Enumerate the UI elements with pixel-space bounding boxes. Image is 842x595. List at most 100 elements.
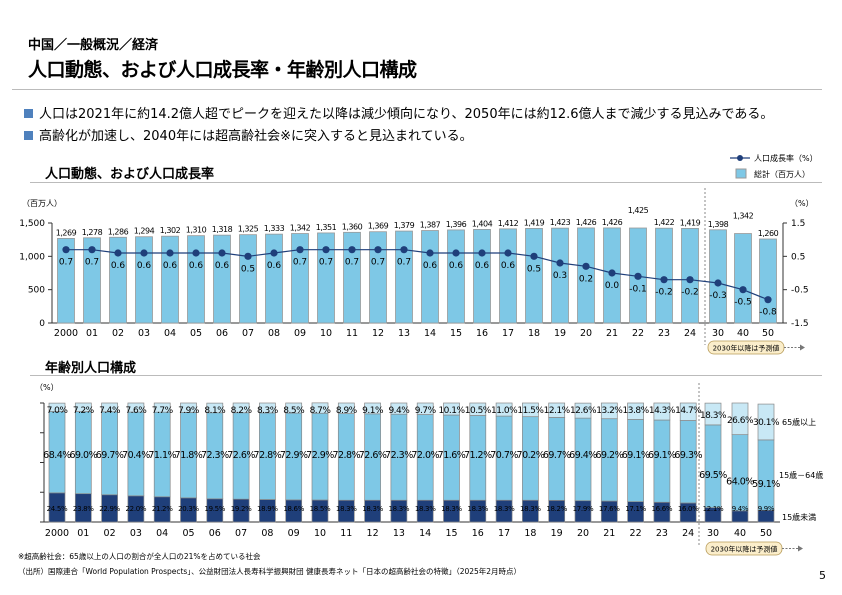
x-tick-label: 40	[737, 328, 749, 339]
label-15-64: 71.1%	[148, 450, 176, 461]
label-15-64: 72.8%	[332, 450, 360, 461]
bar-segment-65plus	[443, 402, 460, 416]
bullet-item: 人口は2021年に約14.2億人超でピークを迎えた以降は減少傾向になり、2050…	[24, 103, 773, 122]
x-tick-label: 20	[577, 528, 589, 539]
x-tick-label: 24	[682, 528, 694, 539]
bar-value-label: 1,325	[238, 225, 259, 234]
x-tick-label: 02	[112, 328, 124, 339]
x-tick-label: 40	[734, 528, 746, 539]
label-65plus: 14.7%	[675, 406, 702, 416]
divider	[12, 89, 822, 90]
growth-rate-point	[739, 286, 747, 294]
label-65plus: 30.1%	[753, 418, 780, 428]
source-note: （出所）国際連合「World Population Prospects」、公益財…	[18, 567, 522, 576]
bar-segment-65plus	[206, 402, 224, 414]
bar-value-label: 1,423	[550, 218, 571, 227]
label-under15: 18.5%	[310, 505, 331, 513]
label-under15: 18.3%	[415, 505, 436, 513]
label-15-64: 71.8%	[175, 450, 203, 461]
label-under15: 12.1%	[703, 505, 724, 513]
growth-rate-label: 0.7	[59, 258, 73, 268]
label-65plus: 14.3%	[649, 406, 676, 416]
label-under15: 21.2%	[152, 505, 173, 513]
forecast-label: 2030年以降は予測値	[711, 545, 778, 554]
y-tick-label-right: -1.5	[791, 319, 809, 329]
label-65plus: 7.4%	[99, 406, 121, 416]
divider	[30, 375, 822, 376]
x-tick-label: 30	[707, 528, 719, 539]
bar-value-label: 1,278	[82, 228, 103, 237]
label-65plus: 13.8%	[623, 406, 650, 416]
bar-total	[291, 233, 309, 324]
y-tick-label-left: 1,500	[19, 219, 45, 229]
bar-total	[681, 227, 699, 324]
bar-value-label: 1,404	[472, 219, 493, 228]
bar-segment-15-64	[757, 439, 775, 511]
bar-segment-65plus	[548, 402, 566, 418]
label-under15: 23.8%	[73, 505, 94, 513]
bar-value-label: 1,419	[680, 218, 701, 227]
bar-total	[369, 231, 387, 324]
bullet-text: 高齢化が加速し、2040年には超高齢社会※に突入すると見込まれている。	[39, 129, 473, 144]
bar-segment-65plus	[337, 402, 355, 414]
bar-total	[655, 227, 673, 324]
growth-rate-label: 0.7	[371, 258, 385, 268]
label-15-64: 64.0%	[726, 477, 754, 488]
x-tick-label: 07	[242, 328, 254, 339]
growth-rate-label: -0.1	[629, 284, 647, 294]
x-tick-label: 09	[294, 328, 306, 339]
x-tick-label: 10	[314, 528, 326, 539]
label-under15: 18.3%	[389, 505, 410, 513]
breadcrumb: 中国／一般概況／経済	[28, 38, 159, 53]
growth-rate-label: 0.7	[397, 258, 411, 268]
y-tick-label-left: 0	[39, 319, 45, 329]
growth-rate-label: 0.6	[449, 261, 464, 271]
growth-rate-point	[504, 249, 512, 257]
label-65plus: 7.7%	[152, 406, 174, 416]
y-axis-label-left: （百万人）	[22, 199, 62, 208]
label-65plus: 9.4%	[388, 406, 410, 416]
x-tick-label: 23	[656, 528, 668, 539]
growth-rate-label: 0.6	[475, 261, 490, 271]
x-tick-label: 08	[268, 328, 280, 339]
y-tick-label-left: 1,000	[19, 252, 45, 262]
label-under15: 19.2%	[231, 505, 252, 513]
bar-total	[395, 230, 413, 324]
label-65plus: 7.6%	[125, 406, 147, 416]
bar-total	[473, 228, 491, 324]
x-tick-label: 13	[393, 528, 405, 539]
bar-segment-15-64	[653, 419, 671, 503]
x-tick-label: 14	[424, 328, 436, 339]
x-tick-label: 30	[712, 328, 724, 339]
bar-value-label: 1,379	[394, 221, 415, 230]
growth-rate-point	[348, 246, 356, 254]
bar-value-label: 1,422	[654, 218, 675, 227]
label-under15: 17.9%	[573, 505, 594, 513]
label-65plus: 13.2%	[596, 406, 623, 416]
forecast-arrow-icon	[798, 545, 803, 552]
label-65plus: 18.3%	[700, 411, 727, 421]
label-65plus: 26.6%	[727, 416, 754, 426]
forecast-arrow-icon	[800, 344, 805, 351]
bar-segment-65plus	[74, 402, 92, 412]
bar-value-label: 1,342	[290, 224, 311, 233]
growth-rate-point	[634, 272, 642, 280]
label-65plus: 10.5%	[465, 406, 492, 416]
growth-rate-label: 0.6	[215, 261, 230, 271]
label-under15: 20.3%	[178, 505, 199, 513]
bullet-text: 人口は2021年に約14.2億人超でピークを迎えた以降は減少傾向になり、2050…	[39, 107, 774, 122]
x-tick-label: 50	[762, 328, 774, 339]
bar-value-label: 1,294	[134, 227, 155, 236]
label-15-64: 72.0%	[411, 450, 439, 461]
label-15-64: 69.0%	[69, 450, 97, 461]
legend-label-growth: 人口成長率（%）	[754, 153, 818, 163]
label-under15: 18.3%	[362, 505, 383, 513]
bar-segment-65plus	[127, 402, 145, 413]
bar-value-label: 1,398	[708, 220, 729, 229]
bar-total	[109, 236, 127, 324]
label-65plus: 11.0%	[491, 406, 518, 416]
growth-rate-label: -0.2	[655, 288, 673, 298]
label-65plus: 8.1%	[204, 406, 226, 416]
label-15-64: 69.1%	[622, 450, 650, 461]
